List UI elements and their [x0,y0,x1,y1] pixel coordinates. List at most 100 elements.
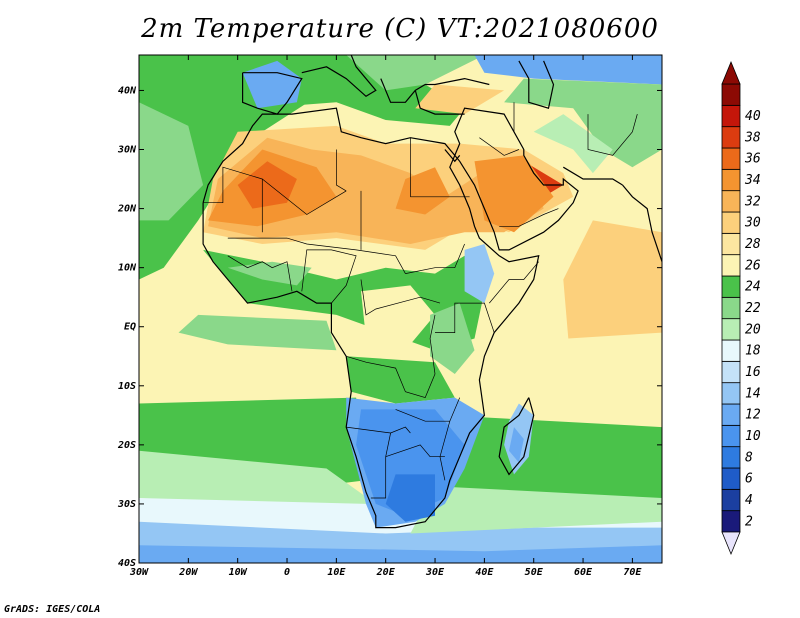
field-region-indian-ocean-green [435,415,662,510]
border-nigeria [301,249,357,304]
field-region-canary-current [139,102,204,221]
colorbar-label: 26 [745,258,761,273]
border-mauritania [203,166,263,233]
colorbar-label: 16 [745,365,761,380]
field-region-indian-ocean-light [410,486,662,534]
colorbar-swatch [721,296,741,320]
coastline-balkan-coast [380,77,490,103]
colorbar-label: 10 [745,429,761,444]
field-region-southern-africa-colder [356,409,465,516]
colorbar-swatch [721,168,741,192]
field-region-south-africa-coldest [385,474,435,522]
colorbar-label: 40 [745,109,761,124]
coastline-africa-coast [202,107,540,529]
colorbar-swatch [721,211,741,234]
lon-tick-label: 70E [623,567,642,578]
field-region-west-africa-light [227,261,312,286]
field-region-arabia-hot [474,155,554,233]
field-region-turkey-warm [415,84,505,115]
border-central-line [360,279,441,316]
coastline-red-sea-sinai [444,149,461,163]
lon-tick-label: 60E [574,567,593,578]
colorbar-swatch [721,275,741,298]
colorbar-swatch [721,339,741,362]
grads-credit: GrADS: IGES/COLA [4,604,101,615]
colorbar-label: 22 [745,301,761,316]
lon-tick-label: 30E [425,567,445,578]
border-saudi-yemen [499,208,559,227]
colorbar-label: 34 [744,173,761,188]
border-east-lakes [435,302,495,333]
colorbar-label: 12 [745,408,761,423]
lon-tick-label: 0 [284,567,290,578]
colorbar-label: 14 [745,386,761,401]
colorbar-swatch [721,104,741,128]
coastline-caspian-coast [518,60,555,109]
border-west-africa [227,255,293,292]
coastlines [202,55,662,529]
colorbar-swatch [721,424,741,448]
colorbar-label: 2 [745,514,753,529]
lon-tick-label: 30W [129,567,149,578]
border-sudan-south [405,243,465,274]
lat-tick-label: EQ [124,322,136,333]
border-afghan [587,114,638,156]
border-zambia-zim [395,397,461,422]
lon-tick-label: 20E [376,567,396,578]
coastline-europe-coast [301,55,377,98]
lon-tick-label: 40E [475,567,494,578]
colorbar-label: 18 [745,344,761,359]
border-mozambique [439,421,451,481]
field-region-egypt-hot [395,167,450,215]
colorbar-swatch [721,446,741,469]
colorbar-swatch [721,126,741,149]
country-borders [203,102,638,499]
colorbar-over-arrow [721,60,741,85]
border-somalia [489,261,539,304]
colorbar-swatch [721,488,741,512]
colorbar-label: 36 [744,152,761,167]
border-iraq-saudi [479,137,520,156]
colorbar-label: 30 [744,216,761,231]
border-mali-algeria [262,178,347,215]
coastline-iran-coast [562,166,623,186]
lat-tick-label: 40N [118,85,137,96]
coastline-turkey-coast [414,90,465,115]
border-iran-iraq [513,102,525,150]
colorbar-swatch [721,360,741,384]
field-region-iran-light [533,114,613,174]
chart-title: 2m Temperature (C) VT:2021080600 [141,14,659,44]
colorbar-swatch [721,467,741,490]
lat-tick-label: 10S [118,381,136,392]
map-axes: 30W 20W 10W 0 10E 20E 30E 40E 50E 60E 70E 40N 30N 20N… [117,55,662,578]
field-region-ethiopia-cool [464,244,495,304]
colorbar-swatch [721,190,741,213]
coastline-iberia-coast [242,72,303,115]
lat-tick-label: 30N [117,145,137,156]
field-region-mediterranean-green [257,55,465,126]
field-region-caucasus-cool [474,55,662,85]
colorbar-label: 8 [745,450,753,465]
lat-tick-label: 20S [117,440,136,451]
colorbar-label: 28 [745,237,761,252]
field-region-iran-green [504,78,662,168]
colorbar-swatch [721,403,741,426]
field-region-gulf-of-guinea-cool [178,314,337,351]
coastline-madagascar-coast [498,397,535,476]
colorbar-label: 6 [745,472,753,487]
lat-tick-label: 40S [118,558,136,569]
lon-tick-label: 10E [327,567,346,578]
temperature-field [139,55,662,563]
colorbar-swatch [721,510,741,533]
coastline-arabia-coast [454,107,579,251]
border-sahel-line [227,237,406,274]
field-region-madagascar-colder [509,427,524,463]
border-botswana [385,444,445,458]
lon-tick-label: 50E [525,567,544,578]
field-region-south-atlantic-light [139,450,376,510]
lat-tick-label: 10N [118,263,137,274]
border-algeria-libya [336,149,347,192]
lat-tick-label: 30S [117,499,136,510]
colorbar-swatch [721,232,741,256]
